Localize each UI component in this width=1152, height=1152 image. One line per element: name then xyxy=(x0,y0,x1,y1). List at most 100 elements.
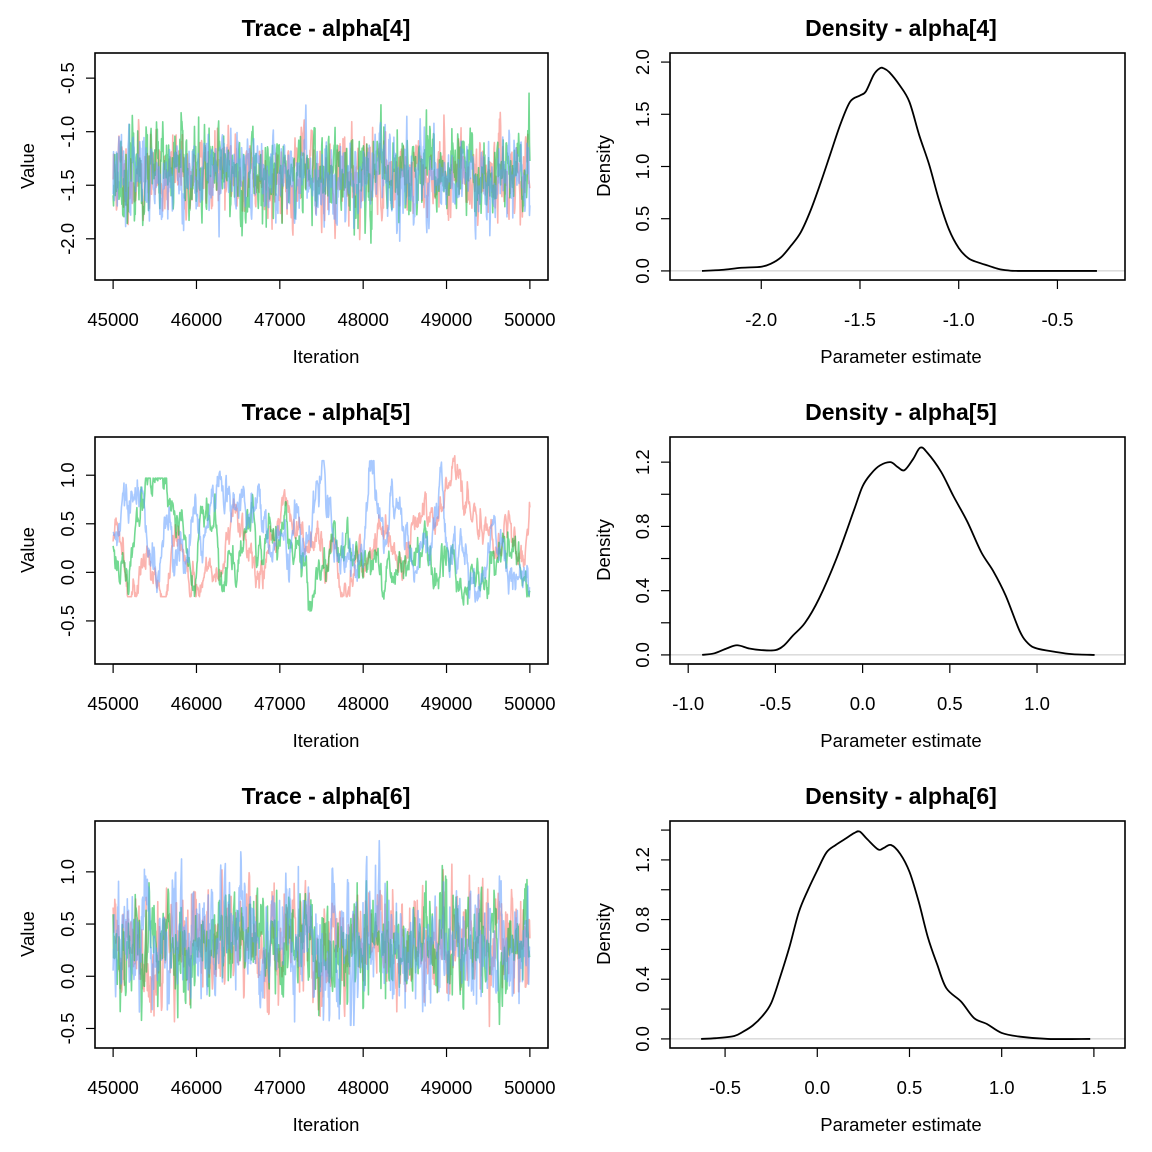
y-tick-label: 0.8 xyxy=(632,514,653,540)
x-tick-label: 47000 xyxy=(254,693,305,714)
x-tick-label: 48000 xyxy=(337,693,388,714)
y-tick-label: 1.2 xyxy=(632,449,653,475)
trace-series-chain-2 xyxy=(112,477,531,612)
x-tick-label: 1.5 xyxy=(1081,1077,1107,1098)
x-tick-label: 50000 xyxy=(504,1077,555,1098)
y-axis-label: Density xyxy=(593,518,614,580)
y-tick-label: 0.0 xyxy=(57,559,78,585)
y-tick-label: 2.0 xyxy=(632,49,653,75)
x-tick-label: 49000 xyxy=(421,309,472,330)
y-tick-label: 0.0 xyxy=(632,1026,653,1052)
x-tick-label: 48000 xyxy=(337,309,388,330)
x-tick-label: 47000 xyxy=(254,1077,305,1098)
y-tick-label: -1.0 xyxy=(57,116,78,148)
y-tick-label: 0.0 xyxy=(632,258,653,284)
series-layer xyxy=(670,66,1125,272)
panel-trace-alpha4: Trace - alpha[4] 45000 46000 47000 48000 490… xyxy=(17,15,556,367)
y-tick-label: 1.2 xyxy=(632,847,653,873)
y-axis-label: Density xyxy=(593,902,614,964)
x-axis-label: Parameter estimate xyxy=(820,730,981,751)
x-tick-label: 49000 xyxy=(421,1077,472,1098)
x-tick-label: 0.0 xyxy=(850,693,876,714)
panel-density-alpha5: Density - alpha[5] -1.0 -0.5 0.0 0.5 1.0 0.0… xyxy=(593,399,1126,751)
series-layer xyxy=(112,839,531,1028)
y-axis-label: Value xyxy=(17,911,38,957)
x-tick-label: -0.5 xyxy=(709,1077,741,1098)
x-axis: -0.5 0.0 0.5 1.0 1.5 xyxy=(709,1047,1107,1098)
y-axis: -2.0 -1.5 -1.0 -0.5 xyxy=(57,62,96,255)
series-layer xyxy=(112,454,531,612)
series-layer xyxy=(670,830,1125,1040)
x-axis-label: Parameter estimate xyxy=(820,1114,981,1135)
x-tick-label: -1.0 xyxy=(672,693,704,714)
x-tick-label: -1.0 xyxy=(943,309,975,330)
y-tick-label: -0.5 xyxy=(57,605,78,637)
x-tick-label: 45000 xyxy=(87,693,138,714)
series-layer xyxy=(670,446,1125,656)
y-tick-label: 1.0 xyxy=(57,462,78,488)
trace-series-chain-3 xyxy=(112,104,531,242)
x-axis: 45000 46000 47000 48000 49000 50000 xyxy=(87,1047,556,1098)
x-tick-label: 47000 xyxy=(254,309,305,330)
panel-title: Density - alpha[4] xyxy=(805,15,997,41)
density-curve xyxy=(701,830,1091,1040)
panel-title: Trace - alpha[5] xyxy=(242,399,411,425)
y-tick-label: 0.8 xyxy=(632,907,653,933)
panel-density-alpha4: Density - alpha[4] -2.0 -1.5 -1.0 -0.5 0.00… xyxy=(593,15,1126,367)
x-tick-label: -1.5 xyxy=(844,309,876,330)
x-axis: -2.0 -1.5 -1.0 -0.5 xyxy=(745,279,1073,330)
y-axis-label: Value xyxy=(17,143,38,189)
trace-series-chain-3 xyxy=(112,459,531,603)
x-axis-label: Parameter estimate xyxy=(820,346,981,367)
y-axis: -0.5 0.0 0.5 1.0 xyxy=(57,859,96,1045)
y-axis: 0.0 0.4 0.8 1.2 xyxy=(632,449,671,668)
y-tick-label: 0.4 xyxy=(632,578,653,604)
density-curve xyxy=(701,66,1097,272)
y-tick-label: 1.5 xyxy=(632,101,653,127)
y-tick-label: 0.0 xyxy=(57,963,78,989)
y-tick-label: 0.5 xyxy=(57,911,78,937)
y-axis-label: Value xyxy=(17,527,38,573)
x-tick-label: 1.0 xyxy=(1024,693,1050,714)
x-axis: 45000 46000 47000 48000 49000 50000 xyxy=(87,279,556,330)
x-tick-label: 45000 xyxy=(87,309,138,330)
x-axis-label: Iteration xyxy=(293,346,360,367)
panel-trace-alpha6: Trace - alpha[6] 45000 46000 47000 48000 490… xyxy=(17,783,556,1135)
x-tick-label: 48000 xyxy=(337,1077,388,1098)
x-tick-label: 50000 xyxy=(504,309,555,330)
y-tick-label: 1.0 xyxy=(632,154,653,180)
y-tick-label: -0.5 xyxy=(57,62,78,94)
x-axis: -1.0 -0.5 0.0 0.5 1.0 xyxy=(672,663,1050,714)
y-tick-label: 0.0 xyxy=(632,642,653,668)
x-axis: 45000 46000 47000 48000 49000 50000 xyxy=(87,663,556,714)
x-axis-label: Iteration xyxy=(293,730,360,751)
y-tick-label: 0.5 xyxy=(632,206,653,232)
trace-series-chain-3 xyxy=(112,839,531,1027)
panel-title: Trace - alpha[6] xyxy=(242,783,411,809)
panel-title: Density - alpha[6] xyxy=(805,783,997,809)
y-tick-label: -0.5 xyxy=(57,1013,78,1045)
x-tick-label: 49000 xyxy=(421,693,472,714)
x-tick-label: 46000 xyxy=(171,1077,222,1098)
y-tick-label: 0.4 xyxy=(632,966,653,992)
y-axis: 0.0 0.5 1.0 1.5 2.0 xyxy=(632,49,671,284)
y-tick-label: -1.5 xyxy=(57,169,78,201)
panel-density-alpha6: Density - alpha[6] -0.5 0.0 0.5 1.0 1.5 0.00… xyxy=(593,783,1126,1135)
y-axis: 0.0 0.4 0.8 1.2 xyxy=(632,829,671,1052)
x-tick-label: 0.5 xyxy=(937,693,963,714)
density-curve xyxy=(702,446,1095,656)
x-tick-label: 1.0 xyxy=(989,1077,1015,1098)
x-tick-label: -0.5 xyxy=(759,693,791,714)
x-tick-label: -0.5 xyxy=(1041,309,1073,330)
x-tick-label: 0.0 xyxy=(804,1077,830,1098)
panel-title: Trace - alpha[4] xyxy=(242,15,411,41)
series-layer xyxy=(112,92,531,244)
x-tick-label: 46000 xyxy=(171,693,222,714)
y-tick-label: 1.0 xyxy=(57,859,78,885)
x-tick-label: 45000 xyxy=(87,1077,138,1098)
y-tick-label: 0.5 xyxy=(57,511,78,537)
panel-title: Density - alpha[5] xyxy=(805,399,997,425)
x-tick-label: 50000 xyxy=(504,693,555,714)
panel-trace-alpha5: Trace - alpha[5] 45000 46000 47000 48000 490… xyxy=(17,399,556,751)
